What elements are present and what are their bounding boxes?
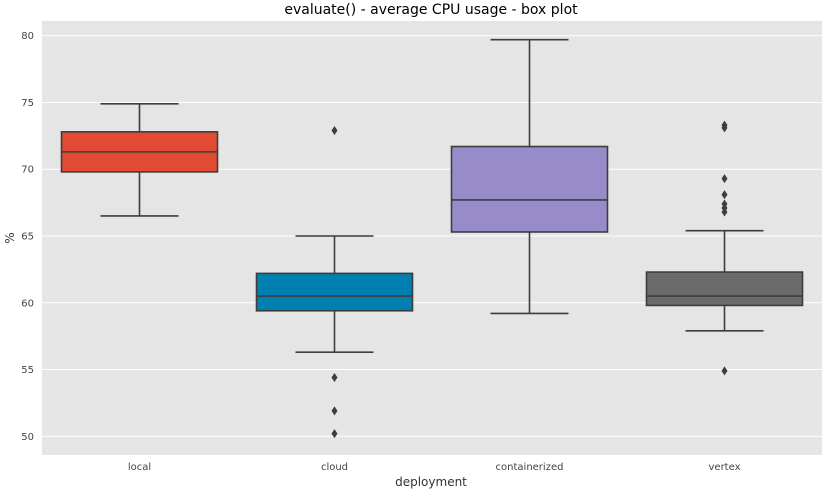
y-axis-label: %: [3, 232, 17, 243]
box-iqr: [255, 272, 414, 312]
box-containerized: [450, 38, 609, 315]
y-tick-label-50: 50: [21, 432, 34, 443]
y-tick-label-55: 55: [21, 365, 34, 376]
y-tick-label-80: 80: [21, 31, 34, 42]
x-tick-label-cloud: cloud: [321, 462, 348, 473]
y-tick-label-70: 70: [21, 165, 34, 176]
x-tick-labels: local cloud containerized vertex: [128, 462, 741, 473]
chart-title: evaluate() - average CPU usage - box plo…: [284, 2, 578, 18]
y-tick-labels: 50 55 60 65 70 75 80: [21, 31, 34, 443]
outlier-point: [721, 123, 728, 133]
x-tick-label-local: local: [128, 462, 151, 473]
box-vertex: [645, 120, 804, 376]
box-iqr: [450, 145, 609, 233]
y-tick-label-60: 60: [21, 298, 34, 309]
y-tick-label-65: 65: [21, 231, 34, 242]
outlier-point: [331, 126, 338, 136]
plot-area: [42, 21, 822, 455]
outlier-point: [721, 174, 728, 184]
box-cloud: [255, 126, 414, 439]
y-tick-label-75: 75: [21, 98, 34, 109]
box-local: [60, 102, 219, 217]
x-tick-label-containerized: containerized: [496, 462, 564, 473]
outlier-point: [331, 406, 338, 416]
outlier-point: [721, 207, 728, 217]
box-iqr: [645, 271, 804, 307]
boxes: [60, 38, 804, 439]
outlier-point: [331, 373, 338, 383]
x-tick-label-vertex: vertex: [709, 462, 741, 473]
x-axis-label: deployment: [395, 475, 467, 489]
outlier-point: [721, 190, 728, 200]
outlier-point: [721, 366, 728, 376]
outlier-point: [331, 429, 338, 439]
